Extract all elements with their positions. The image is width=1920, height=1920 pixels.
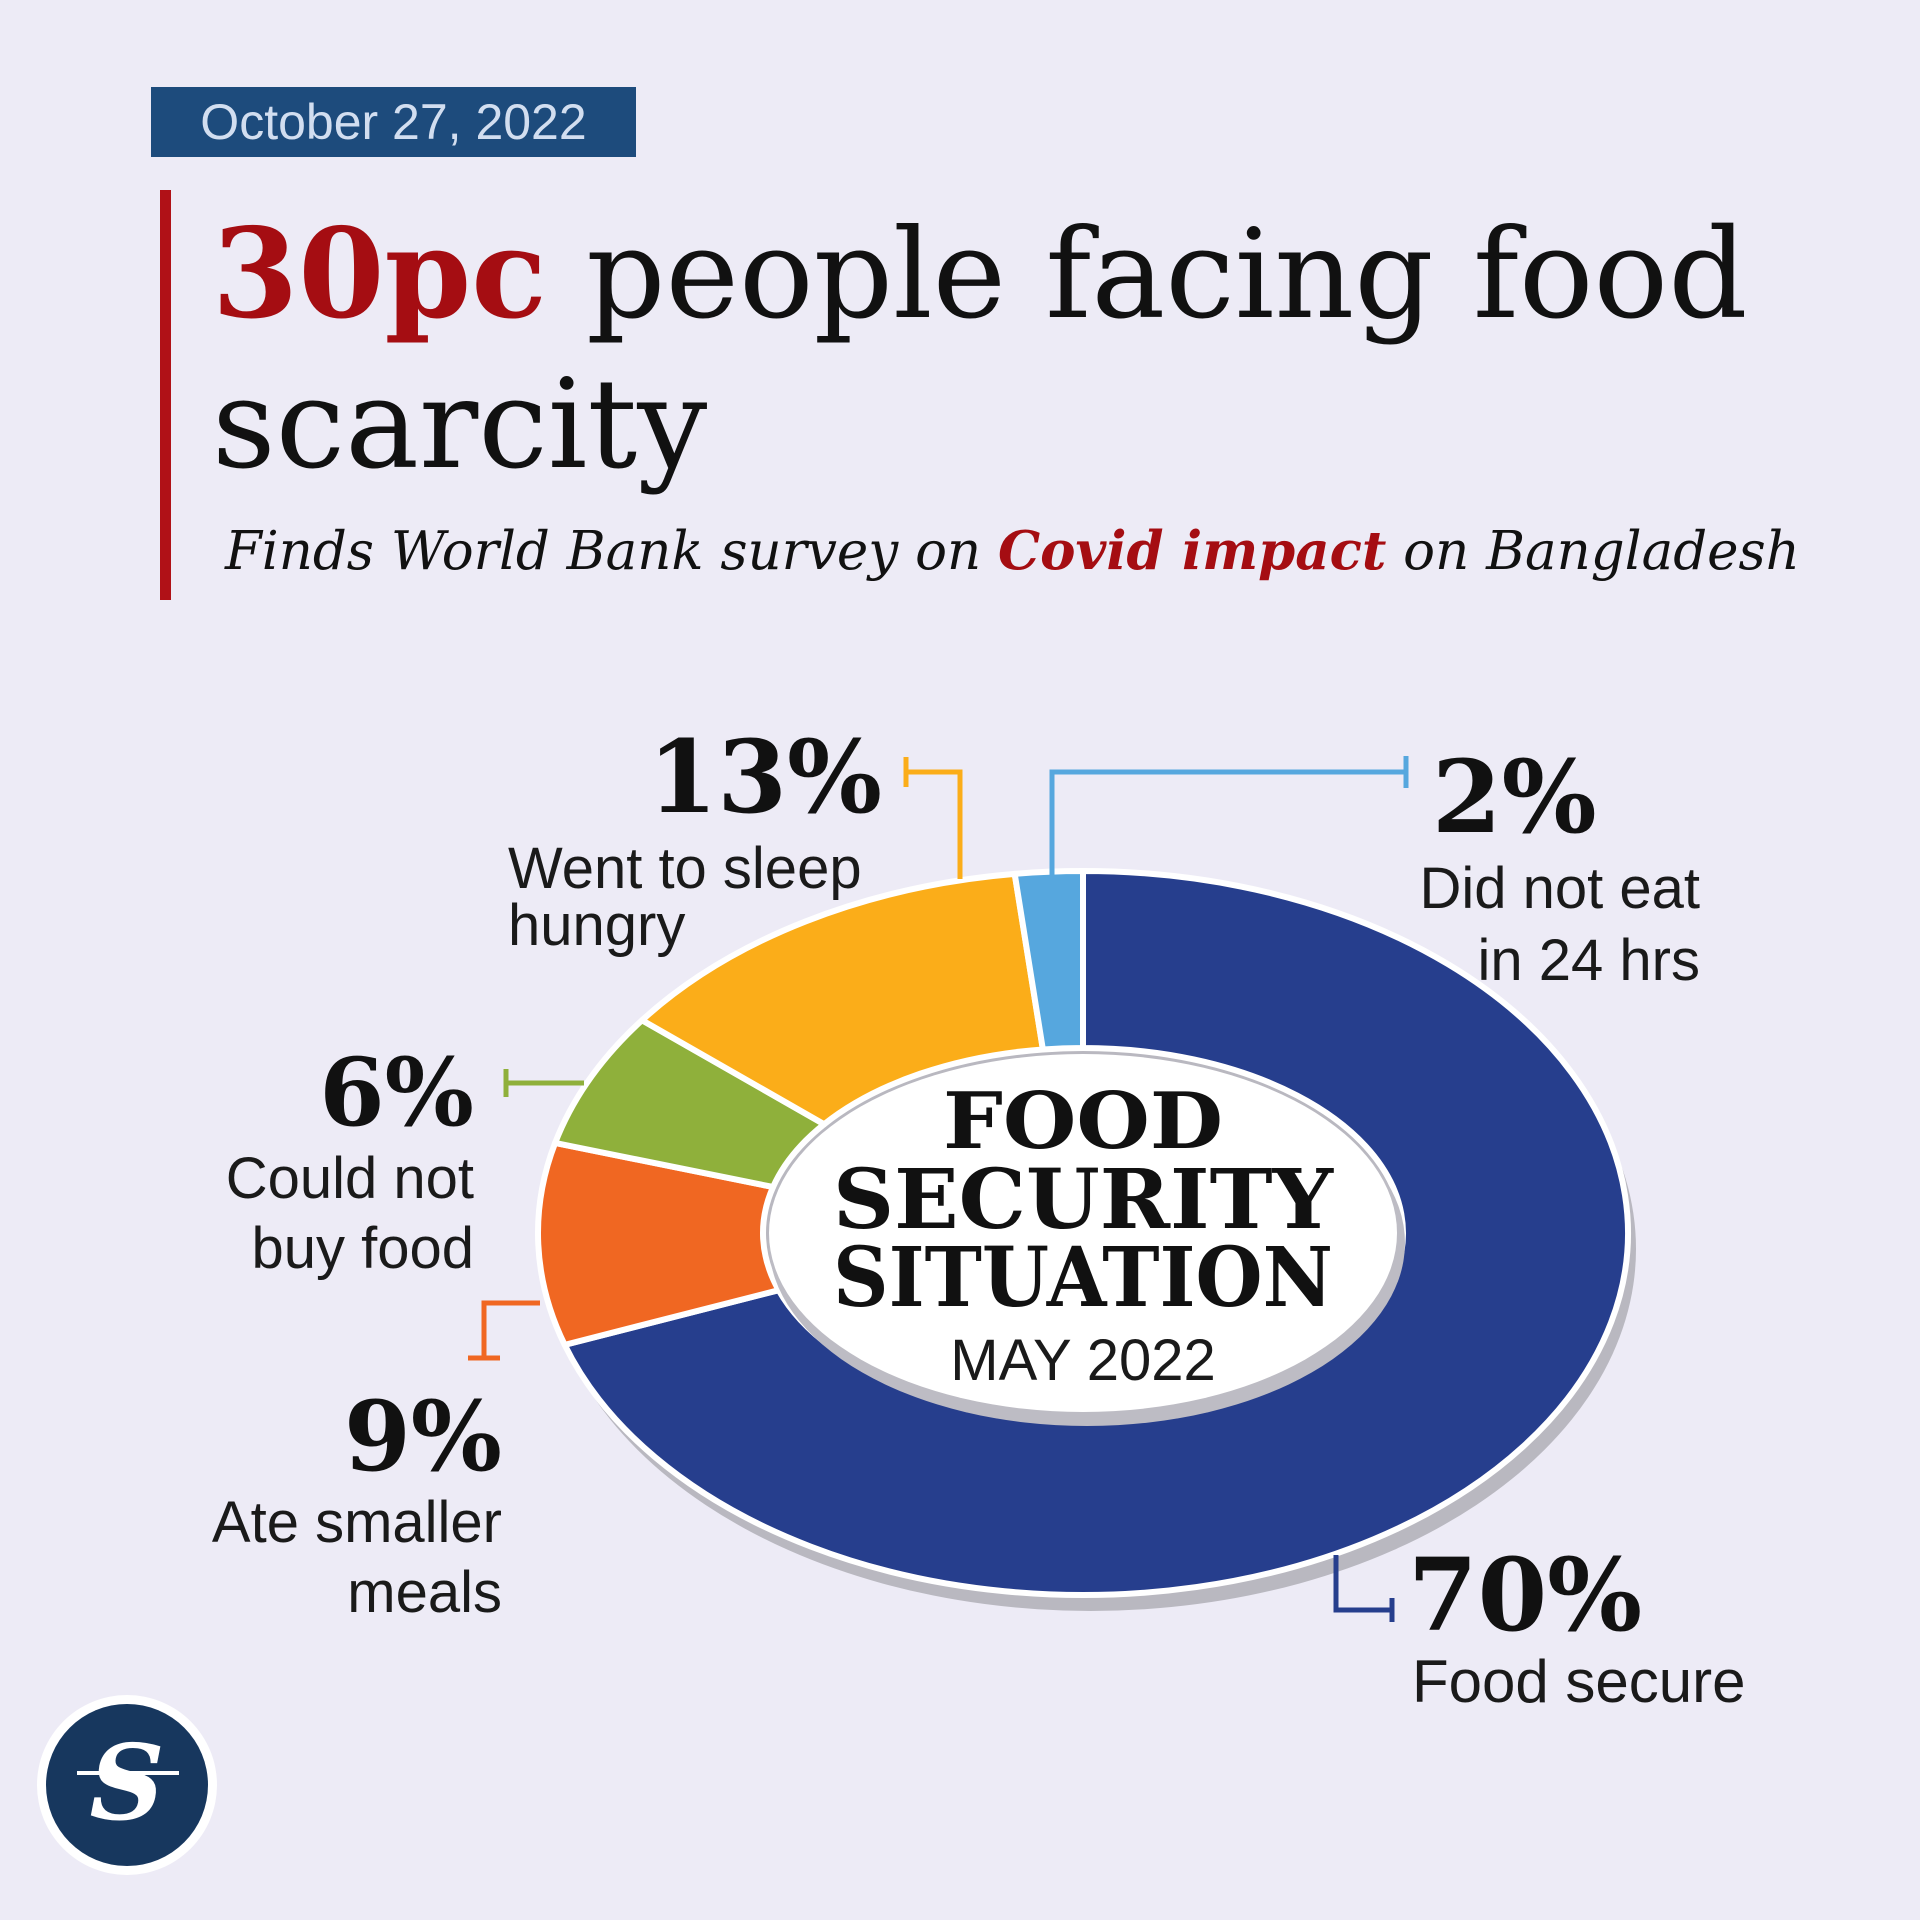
center-subtitle: MAY 2022 <box>950 1328 1215 1393</box>
center-title-line: FOOD <box>943 1076 1223 1167</box>
headline-highlight: 30pc <box>212 202 547 347</box>
value-label: 2% <box>1432 738 1597 856</box>
subhead-after: on Bangladesh <box>1386 521 1800 582</box>
leader-went-to-sleep-hungry <box>906 769 963 879</box>
center-title-line: SECURITY <box>833 1152 1334 1248</box>
label-group-did-not-eat: 2%Did not eat in 24 hrs <box>1419 738 1700 993</box>
logo-glyph: S <box>77 1725 179 1844</box>
logo-inner: S <box>46 1704 208 1866</box>
svg-text:S: S <box>89 1725 164 1844</box>
category-label: Did not eat <box>1419 856 1700 921</box>
category-label: meals <box>347 1560 502 1625</box>
category-label: Ate smaller <box>212 1490 502 1555</box>
slice-did-not-eat <box>1011 868 1086 1053</box>
headline-accent-bar <box>160 190 171 600</box>
leader-ate-smaller-meals <box>481 1300 540 1358</box>
category-label: Could not <box>226 1146 474 1211</box>
category-label: Food secure <box>1412 1648 1746 1715</box>
value-label: 9% <box>344 1380 502 1493</box>
category-label: Went to sleep <box>508 836 862 901</box>
leader-food-secure <box>1333 1555 1392 1613</box>
slice-went-to-sleep-hungry <box>639 870 1046 1128</box>
value-label: 6% <box>319 1038 474 1148</box>
headline: 30pc people facing food scarcity <box>212 200 1892 500</box>
value-label: 70% <box>1408 1536 1642 1654</box>
date-badge: October 27, 2022 <box>151 87 636 157</box>
center-title-line: SITUATION <box>833 1230 1333 1326</box>
center-disc <box>769 1054 1397 1412</box>
subhead-before: Finds World Bank survey on <box>225 521 998 582</box>
leader-did-not-eat <box>1049 769 1406 875</box>
donut-slices <box>535 868 1631 1598</box>
value-label: 13% <box>648 718 882 836</box>
subhead-highlight: Covid impact <box>997 520 1387 582</box>
headline-rest: people facing food scarcity <box>212 203 1748 497</box>
category-label: buy food <box>251 1216 474 1281</box>
star-s-logo-icon: S <box>37 1695 217 1875</box>
category-label: in 24 hrs <box>1478 928 1700 993</box>
subheadline: Finds World Bank survey on Covid impact … <box>225 520 1800 582</box>
label-group-food-secure: 70%Food secure <box>1408 1536 1746 1715</box>
category-label: hungry <box>508 893 685 958</box>
leader-lines <box>468 756 1409 1622</box>
